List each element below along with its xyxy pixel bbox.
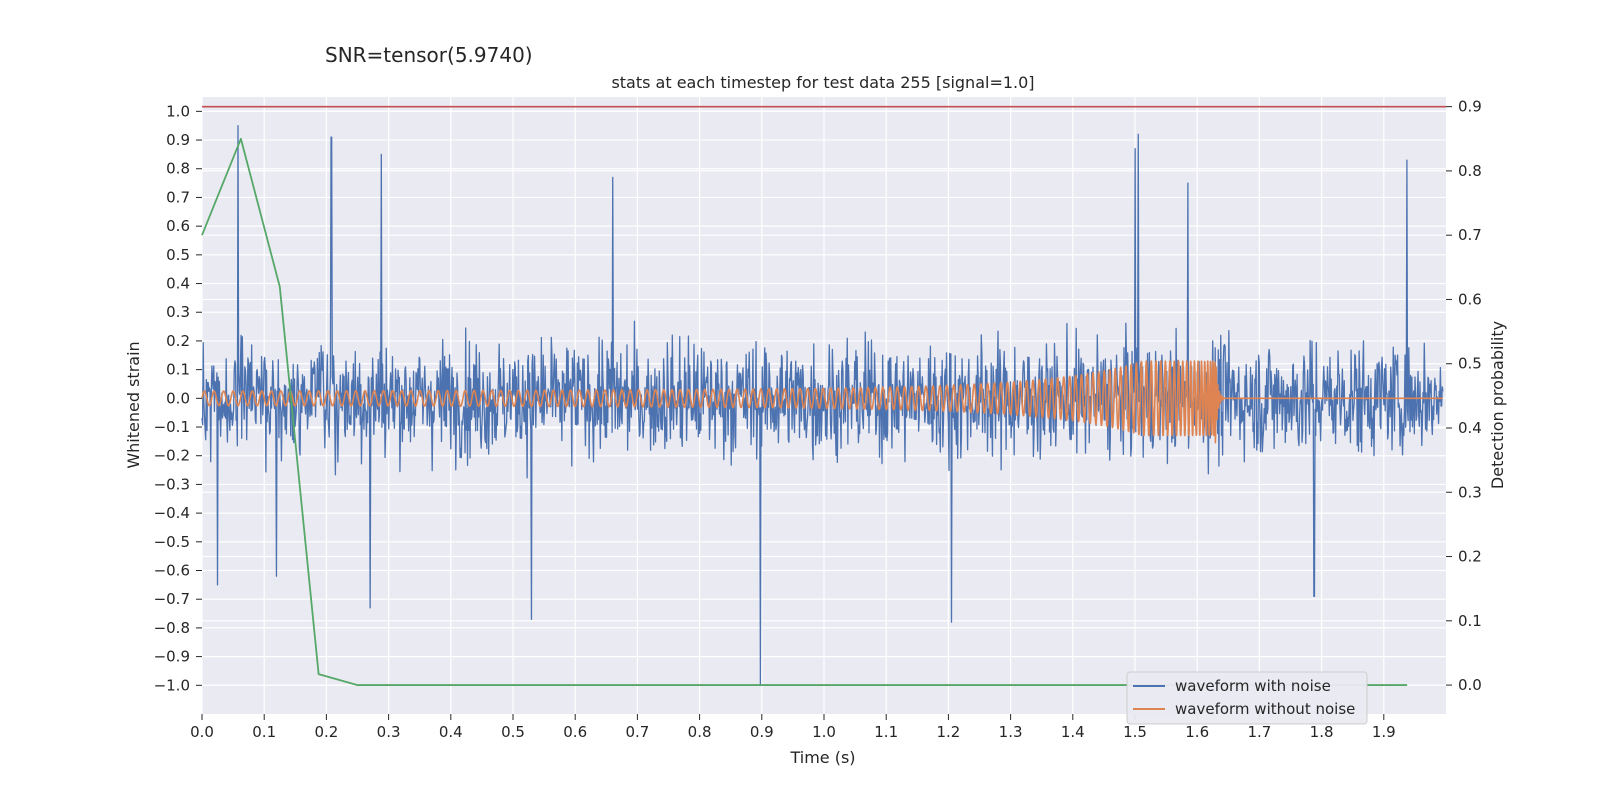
chart-suptitle: SNR=tensor(5.9740) xyxy=(325,43,533,67)
y-tick-label: 0.6 xyxy=(166,217,190,235)
y-tick-label: −0.9 xyxy=(154,648,190,666)
y-right-tick-label: 0.9 xyxy=(1458,98,1482,116)
legend-entry-clean: waveform without noise xyxy=(1175,700,1355,718)
y-tick-label: −0.8 xyxy=(154,619,190,637)
x-tick-label: 1.3 xyxy=(999,723,1023,741)
y-right-tick-label: 0.2 xyxy=(1458,548,1482,566)
y-tick-label: −0.3 xyxy=(154,475,190,493)
x-tick-label: 1.8 xyxy=(1310,723,1334,741)
y-right-tick-label: 0.5 xyxy=(1458,355,1482,373)
y-tick-label: 0.1 xyxy=(166,361,190,379)
x-tick-label: 0.8 xyxy=(688,723,712,741)
noise-series xyxy=(201,125,1444,686)
y-right-tick-label: 0.1 xyxy=(1458,612,1482,630)
x-tick-label: 1.9 xyxy=(1372,723,1396,741)
x-axis-ticks: 0.0 0.1 0.2 0.3 0.4 0.5 0.6 0.7 0.8 0.9 1.0 1.1 1.2 1… xyxy=(190,714,1396,741)
x-tick-label: 0.6 xyxy=(563,723,587,741)
chirp-series xyxy=(201,360,1444,444)
x-tick-label: 0.9 xyxy=(750,723,774,741)
y-tick-label: −0.5 xyxy=(154,533,190,551)
y-right-tick-label: 0.7 xyxy=(1458,226,1482,244)
y-tick-label: 1.0 xyxy=(166,102,190,120)
y-tick-label: 0.9 xyxy=(166,131,190,149)
x-tick-label: 0.1 xyxy=(252,723,276,741)
x-tick-label: 1.5 xyxy=(1123,723,1147,741)
chart-title: stats at each timestep for test data 255… xyxy=(611,73,1034,92)
y-tick-label: −0.1 xyxy=(154,418,190,436)
legend-box xyxy=(1126,671,1368,725)
y-tick-label: −0.7 xyxy=(154,590,190,608)
x-axis-label: Time (s) xyxy=(789,748,855,767)
y-tick-label: 0.4 xyxy=(166,275,190,293)
x-tick-label: 1.6 xyxy=(1185,723,1209,741)
y-axis-label: Whitened strain xyxy=(124,341,143,468)
y-tick-label: 0.0 xyxy=(166,389,190,407)
y-tick-label: −0.4 xyxy=(154,504,190,522)
x-tick-label: 0.2 xyxy=(314,723,338,741)
waveform-with-noise-line xyxy=(201,125,1444,686)
y-tick-label: −1.0 xyxy=(154,676,190,694)
x-tick-label: 0.3 xyxy=(377,723,401,741)
x-tick-label: 1.1 xyxy=(874,723,898,741)
x-tick-label: 0.7 xyxy=(625,723,649,741)
legend-entry-noise: waveform with noise xyxy=(1175,677,1331,695)
legend: waveform with noise waveform without noi… xyxy=(1126,671,1368,725)
x-tick-label: 1.0 xyxy=(812,723,836,741)
y-axis-ticks: 1.0 0.9 0.8 0.7 0.6 0.5 0.4 0.3 0.2 0.1 0.0 −0.1 −0.… xyxy=(154,102,202,694)
y-tick-label: 0.7 xyxy=(166,188,190,206)
x-tick-label: 0.5 xyxy=(501,723,525,741)
y-right-tick-label: 0.6 xyxy=(1458,290,1482,308)
waveform-without-noise-line xyxy=(201,360,1444,444)
y-tick-label: −0.6 xyxy=(154,562,190,580)
y-tick-label: 0.8 xyxy=(166,160,190,178)
x-tick-label: 0.0 xyxy=(190,723,214,741)
x-tick-label: 1.7 xyxy=(1247,723,1271,741)
y-tick-label: 0.3 xyxy=(166,303,190,321)
y-right-tick-label: 0.0 xyxy=(1458,676,1482,694)
y-tick-label: 0.2 xyxy=(166,332,190,350)
y-right-axis-label: Detection probability xyxy=(1488,321,1507,489)
y-tick-label: −0.2 xyxy=(154,447,190,465)
y-right-tick-label: 0.8 xyxy=(1458,162,1482,180)
x-tick-label: 1.2 xyxy=(936,723,960,741)
y-tick-label: 0.5 xyxy=(166,246,190,264)
x-tick-label: 1.4 xyxy=(1061,723,1085,741)
y-right-axis-ticks: 0.9 0.8 0.7 0.6 0.5 0.4 0.3 0.2 0.1 0.0 xyxy=(1446,98,1482,694)
y-right-tick-label: 0.3 xyxy=(1458,483,1482,501)
x-tick-label: 0.4 xyxy=(439,723,463,741)
y-right-tick-label: 0.4 xyxy=(1458,419,1482,437)
